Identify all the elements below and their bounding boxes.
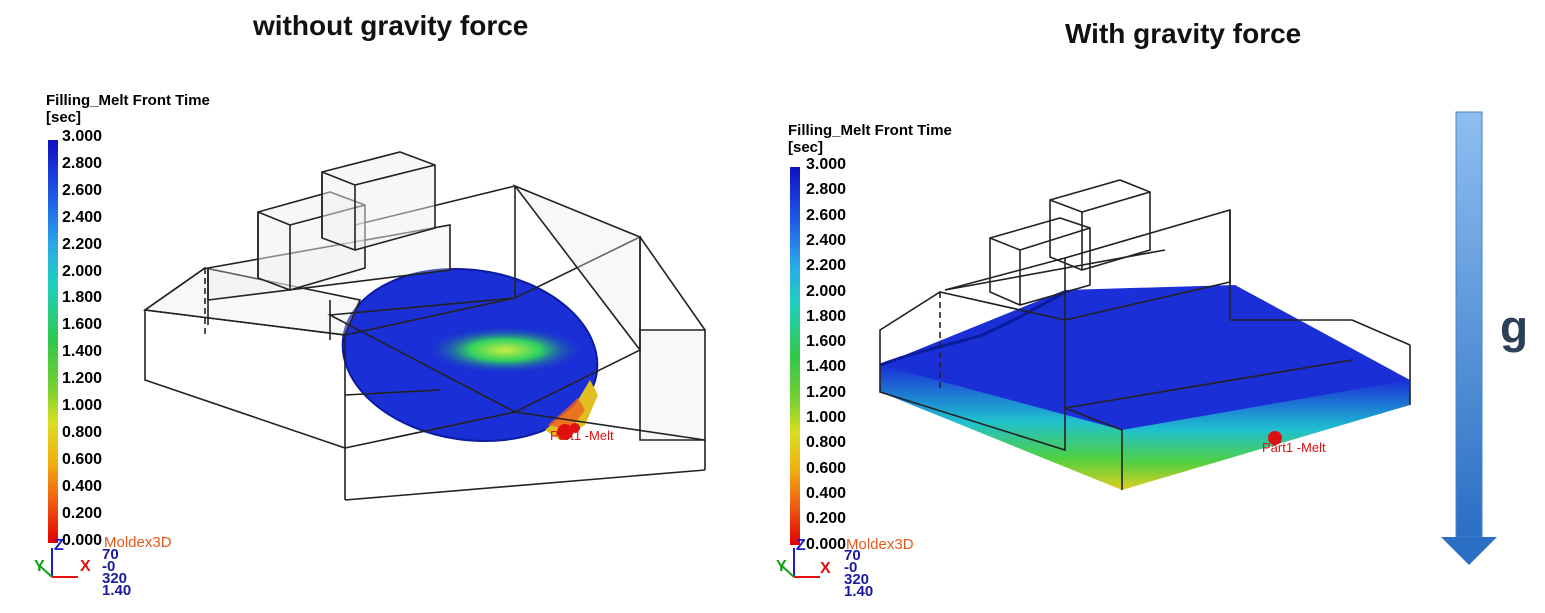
colorbar-tick-label: 0.200 [62, 504, 103, 522]
colorbar-tick-label: 0.000 [62, 531, 103, 549]
colorbar-tick-label: 0.800 [806, 434, 847, 452]
colorbar-tick-label: 2.200 [62, 235, 103, 253]
left-gate-label: Part1 -Melt [550, 428, 614, 443]
right-legend-unit: [sec] [788, 139, 824, 156]
right-legend-name: Filling_Melt Front Time [788, 122, 952, 139]
left-melt-front [341, 267, 599, 443]
right-view-values: 70 -0 320 1.40 [844, 547, 874, 600]
left-view-values: 70 -0 320 1.40 [102, 546, 132, 599]
right-colorbar [790, 167, 800, 545]
colorbar-tick-label: 2.600 [62, 181, 103, 199]
left-legend-title: Filling_Melt Front Time [sec] [46, 92, 210, 126]
colorbar-tick-label: 3.000 [62, 128, 103, 145]
gravity-label: g [1500, 301, 1529, 353]
left-axis-z-label: Z [54, 537, 64, 554]
right-view-value: -0 [844, 559, 858, 576]
right-mold-wireframe [879, 179, 1411, 490]
colorbar-tick-label: 2.200 [806, 257, 847, 275]
colorbar-tick-label: 1.000 [806, 409, 847, 426]
colorbar-tick-label: 1.400 [62, 343, 103, 361]
left-brand-logo: Moldex3D [104, 534, 172, 551]
left-legend-unit: [sec] [46, 109, 82, 126]
left-panel-title: without gravity force [253, 10, 529, 41]
right-view-value: 70 [844, 547, 861, 564]
left-mold-wireframe [142, 151, 706, 501]
left-view-value: 1.40 [102, 582, 132, 599]
colorbar-tick-label: 1.400 [806, 358, 847, 376]
colorbar-tick-label: 1.000 [62, 397, 103, 414]
left-legend-name: Filling_Melt Front Time [46, 92, 210, 109]
left-view-value: -0 [102, 558, 116, 575]
left-view-value: 70 [102, 546, 119, 563]
right-view-value: 1.40 [844, 583, 874, 600]
right-view-value: 320 [844, 571, 870, 588]
left-colorbar [48, 140, 58, 543]
colorbar-tick-label: 1.800 [806, 307, 847, 325]
colorbar-tick-label: 0.200 [806, 510, 847, 528]
left-axis-y-label: Y [34, 558, 45, 575]
colorbar-tick-label: 2.000 [806, 282, 847, 300]
left-axis-x-label: X [80, 558, 91, 575]
gravity-arrow-icon [1441, 111, 1497, 565]
colorbar-tick-label: 0.800 [62, 423, 103, 441]
colorbar-tick-label: 2.800 [806, 181, 847, 199]
right-gate-label: Part1 -Melt [1262, 440, 1326, 455]
colorbar-tick-label: 2.600 [806, 206, 847, 224]
right-panel-title: With gravity force [1065, 18, 1302, 49]
colorbar-tick-label: 2.800 [62, 154, 103, 172]
right-melt-front [879, 285, 1410, 490]
colorbar-tick-label: 0.400 [806, 484, 847, 502]
colorbar-tick-label: 0.000 [806, 535, 847, 553]
right-axis-z-label: Z [796, 537, 806, 554]
colorbar-tick-label: 1.200 [806, 383, 847, 401]
colorbar-tick-label: 3.000 [806, 156, 847, 173]
colorbar-tick-label: 2.000 [62, 262, 103, 280]
colorbar-tick-label: 1.200 [62, 370, 103, 388]
left-axis-triad-icon [39, 548, 78, 578]
colorbar-tick-label: 0.600 [806, 459, 847, 477]
left-view-value: 320 [102, 570, 128, 587]
colorbar-tick-label: 1.600 [806, 333, 847, 351]
right-legend-title: Filling_Melt Front Time [sec] [788, 122, 952, 156]
colorbar-tick-label: 2.400 [62, 208, 103, 226]
colorbar-tick-label: 1.600 [62, 316, 103, 334]
right-axis-triad-icon [781, 548, 820, 578]
colorbar-tick-label: 0.400 [62, 477, 103, 495]
colorbar-tick-label: 1.800 [62, 289, 103, 307]
right-axis-y-label: Y [776, 558, 787, 575]
right-axis-x-label: X [820, 560, 831, 577]
right-brand-logo: Moldex3D [846, 536, 914, 553]
colorbar-tick-label: 2.400 [806, 231, 847, 249]
colorbar-tick-label: 0.600 [62, 450, 103, 468]
